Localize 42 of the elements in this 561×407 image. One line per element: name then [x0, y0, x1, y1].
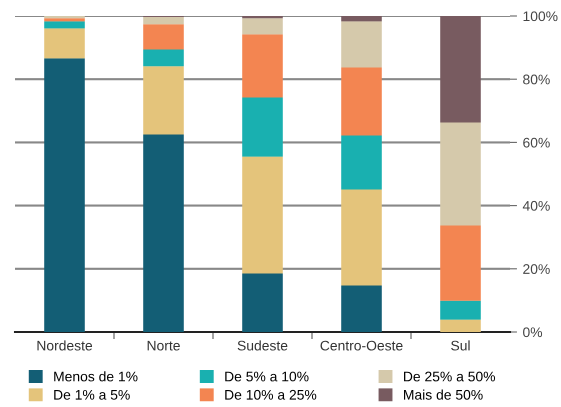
bar — [341, 135, 382, 190]
x-tick-label: Norte — [148, 340, 180, 351]
bar — [341, 286, 382, 332]
bar — [143, 16, 184, 24]
legend-label: De 1% a 5% — [54, 390, 130, 400]
x-tick-label: Sudeste — [238, 340, 288, 351]
y-tick-label: 20% — [523, 264, 550, 274]
bar — [440, 226, 481, 301]
bar — [143, 24, 184, 50]
bar — [242, 156, 283, 274]
bar — [242, 98, 283, 157]
y-tick-label: 40% — [522, 200, 550, 211]
legend-label: Menos de 1% — [54, 371, 138, 382]
legend-label: De 25% a 50% — [404, 372, 496, 382]
bar — [44, 21, 85, 28]
y-tick-label: 0% — [523, 327, 542, 338]
bar — [341, 21, 382, 68]
bar — [242, 274, 283, 332]
bar — [44, 58, 85, 332]
x-tick-label: Centro-Oeste — [320, 340, 403, 351]
bar — [440, 300, 481, 320]
bar — [143, 134, 184, 332]
y-tick-label: 100% — [524, 11, 558, 22]
bar — [341, 16, 382, 22]
bar — [242, 18, 283, 34]
bar — [440, 122, 481, 226]
legend-label: De 10% a 25% — [225, 390, 316, 400]
bar — [341, 68, 382, 136]
bar — [143, 66, 184, 134]
legend-label: De 5% a 10% — [225, 372, 309, 382]
bar — [440, 320, 481, 332]
legend-label: Mais de 50% — [404, 390, 483, 400]
bar — [341, 189, 382, 286]
y-tick-label: 60% — [523, 138, 550, 148]
x-tick-label: Nordeste — [37, 340, 92, 351]
bar — [44, 28, 85, 58]
bar — [44, 18, 85, 22]
y-tick-label: 80% — [523, 74, 550, 84]
bar — [242, 34, 283, 98]
bar — [143, 49, 184, 66]
bar — [440, 16, 481, 122]
x-tick-label: Sul — [451, 340, 470, 351]
